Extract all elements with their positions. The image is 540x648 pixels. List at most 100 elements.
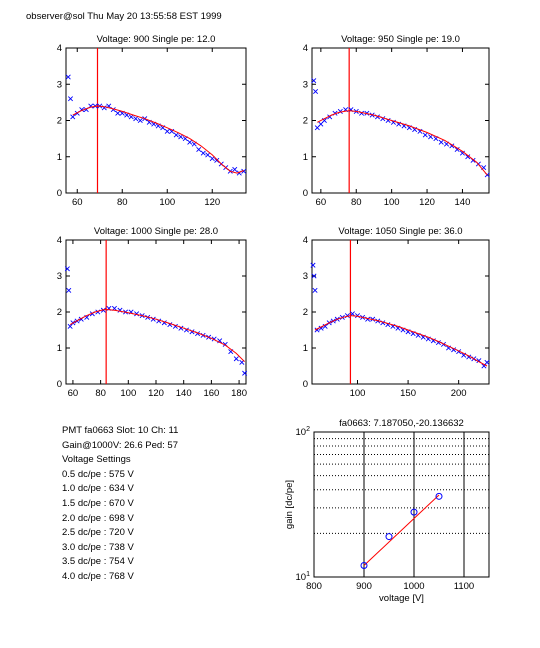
chart-title: Voltage: 900 Single pe: 12.0 [97,34,216,45]
data-point [205,152,211,158]
fit-curve [314,315,488,367]
data-point [196,146,202,153]
y-tick-label: 4 [303,43,308,54]
x-tick-label: 60 [316,197,327,208]
y-tick-label: 101 [296,571,311,583]
voltage-setting-line: 2.5 dc/pe : 720 V [62,527,134,539]
x-tick-label: 150 [400,388,416,399]
gain-point [385,533,393,541]
y-tick-label: 3 [303,79,308,90]
fit-line [363,494,440,566]
y-tick-label: 4 [57,43,62,54]
y-tick-label: 2 [57,116,62,127]
x-tick-label: 180 [231,388,247,399]
y-tick-label: 3 [57,271,62,282]
data-point [64,266,70,272]
axes-frame [311,47,490,194]
axes-frame [65,47,247,194]
axes-frame [313,431,490,578]
data-point [70,114,76,120]
data-point [312,287,318,293]
x-tick-label: 120 [204,197,220,208]
data-point [115,110,121,116]
gain-ped-line: Gain@1000V: 26.6 Ped: 57 [62,439,178,451]
x-tick-label: 200 [451,388,467,399]
data-point [428,134,434,140]
data-point [187,139,193,145]
y-tick-label: 4 [57,235,62,246]
x-axis-label: voltage [V] [379,593,424,604]
chart-panel: Voltage: 950 Single pe: 19.060 80 100 120 14… [303,34,490,208]
voltage-setting-line: 3.5 dc/pe : 754 V [62,556,134,568]
fit-curve [69,308,245,363]
data-point [178,134,184,140]
y-tick-label: 3 [303,271,308,282]
x-tick-label: 120 [419,197,435,208]
y-tick-label: 1 [57,152,62,163]
chart-panel: fa0663: 7.187050,-20.136632 800 900 1000 110… [284,418,490,604]
gain-point [435,492,443,500]
data-point [438,139,444,145]
x-tick-label: 120 [148,388,164,399]
x-tick-label: 160 [203,388,219,399]
voltage-settings-title: Voltage Settings [62,454,131,466]
gain-point [360,562,368,570]
data-point [241,168,247,174]
chart-panel: Voltage: 1000 Single pe: 28.060 80 100 120 1… [57,226,248,399]
data-point [164,128,170,134]
data-point [133,116,139,122]
y-tick-label: 2 [57,307,62,318]
data-point [214,157,220,163]
chart-title: Voltage: 1000 Single pe: 28.0 [94,226,218,237]
axes-frame [65,239,247,385]
data-point [200,150,206,156]
voltage-setting-line: 2.0 dc/pe : 698 V [62,512,134,524]
y-tick-label: 0 [57,379,62,390]
x-tick-label: 1000 [403,581,424,592]
data-point [233,356,239,362]
data-point [484,359,490,365]
y-tick-label: 0 [303,379,308,390]
data-point [217,338,223,344]
figure-header: observer@sol Thu May 20 13:55:58 EST 199… [26,11,222,22]
data-point [65,74,71,80]
y-tick-label: 0 [303,188,308,199]
y-tick-label: 1 [303,343,308,354]
y-tick-label: 2 [303,116,308,127]
data-point [311,78,317,84]
y-tick-label: 1 [57,343,62,354]
data-point [430,338,436,344]
data-point [242,370,248,376]
data-point [67,323,73,329]
data-point [313,88,319,95]
chart-title: Voltage: 1050 Single pe: 36.0 [338,226,462,237]
x-tick-label: 800 [306,581,322,592]
voltage-setting-line: 1.5 dc/pe : 670 V [62,497,134,509]
data-point [310,262,316,268]
y-tick-label: 1 [303,152,308,163]
data-point [318,325,324,331]
x-tick-label: 100 [350,388,366,399]
data-point [66,287,72,293]
x-tick-label: 60 [72,197,83,208]
data-point [322,323,328,329]
voltage-setting-line: 1.0 dc/pe : 634 V [62,483,134,495]
x-tick-label: 100 [120,388,136,399]
data-point [128,114,134,120]
x-tick-label: 80 [351,197,362,208]
voltage-setting-line: 0.5 dc/pe : 575 V [62,468,134,480]
data-point [422,132,428,138]
y-tick-label: 102 [296,426,311,438]
chart-title: fa0663: 7.187050,-20.136632 [339,418,464,429]
x-tick-label: 100 [159,197,175,208]
fit-curve [317,110,488,176]
x-tick-label: 60 [68,388,79,399]
fit-curve [72,105,244,174]
chart-title: Voltage: 950 Single pe: 19.0 [341,34,460,45]
data-point [173,132,179,138]
voltage-setting-line: 3.0 dc/pe : 738 V [62,541,134,553]
data-point [137,117,143,124]
x-tick-label: 900 [356,581,372,592]
y-tick-label: 0 [57,188,62,199]
